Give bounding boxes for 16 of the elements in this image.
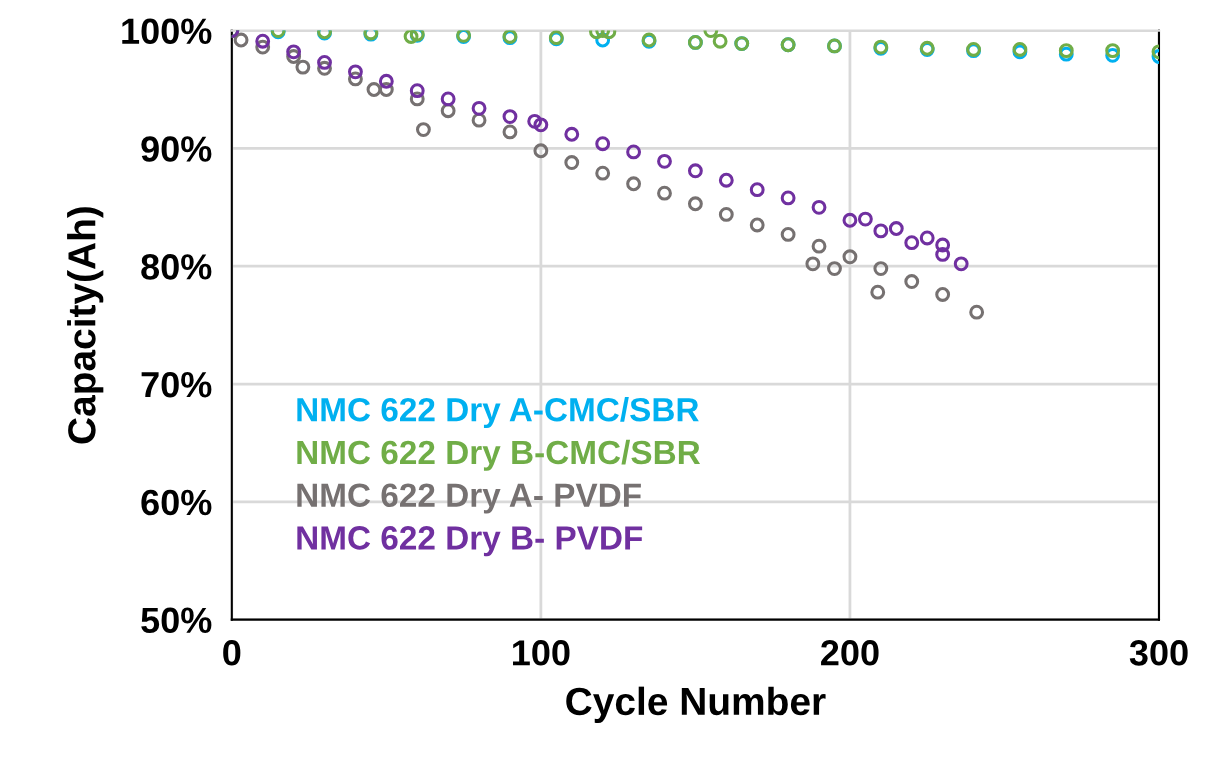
text: NMC 622 Dry A-CMC/SBR bbox=[297, 397, 699, 429]
y-tick-label: 60% bbox=[141, 489, 212, 516]
y-tick-label: 100% bbox=[122, 18, 212, 45]
text: NMC 622 Dry B-CMC/SBR bbox=[297, 439, 701, 471]
y-tick-label: 90% bbox=[141, 136, 212, 162]
x-tick-label: 300 bbox=[1129, 640, 1188, 666]
y-axis-title: Capacity(Ah) bbox=[67, 207, 104, 444]
x-tick-label: 200 bbox=[821, 640, 879, 666]
text: NMC 622 Dry A- PVDF bbox=[297, 483, 641, 514]
text: NMC 622 Dry B- PVDF bbox=[297, 526, 643, 557]
x-axis-title: Cycle Number bbox=[566, 686, 826, 723]
y-tick-label: 50% bbox=[141, 607, 212, 634]
y-tick-label: 70% bbox=[141, 371, 212, 398]
x-tick-label: 100 bbox=[513, 640, 570, 666]
x-tick-label: 0 bbox=[223, 640, 241, 666]
y-tick-label: 80% bbox=[141, 254, 212, 280]
